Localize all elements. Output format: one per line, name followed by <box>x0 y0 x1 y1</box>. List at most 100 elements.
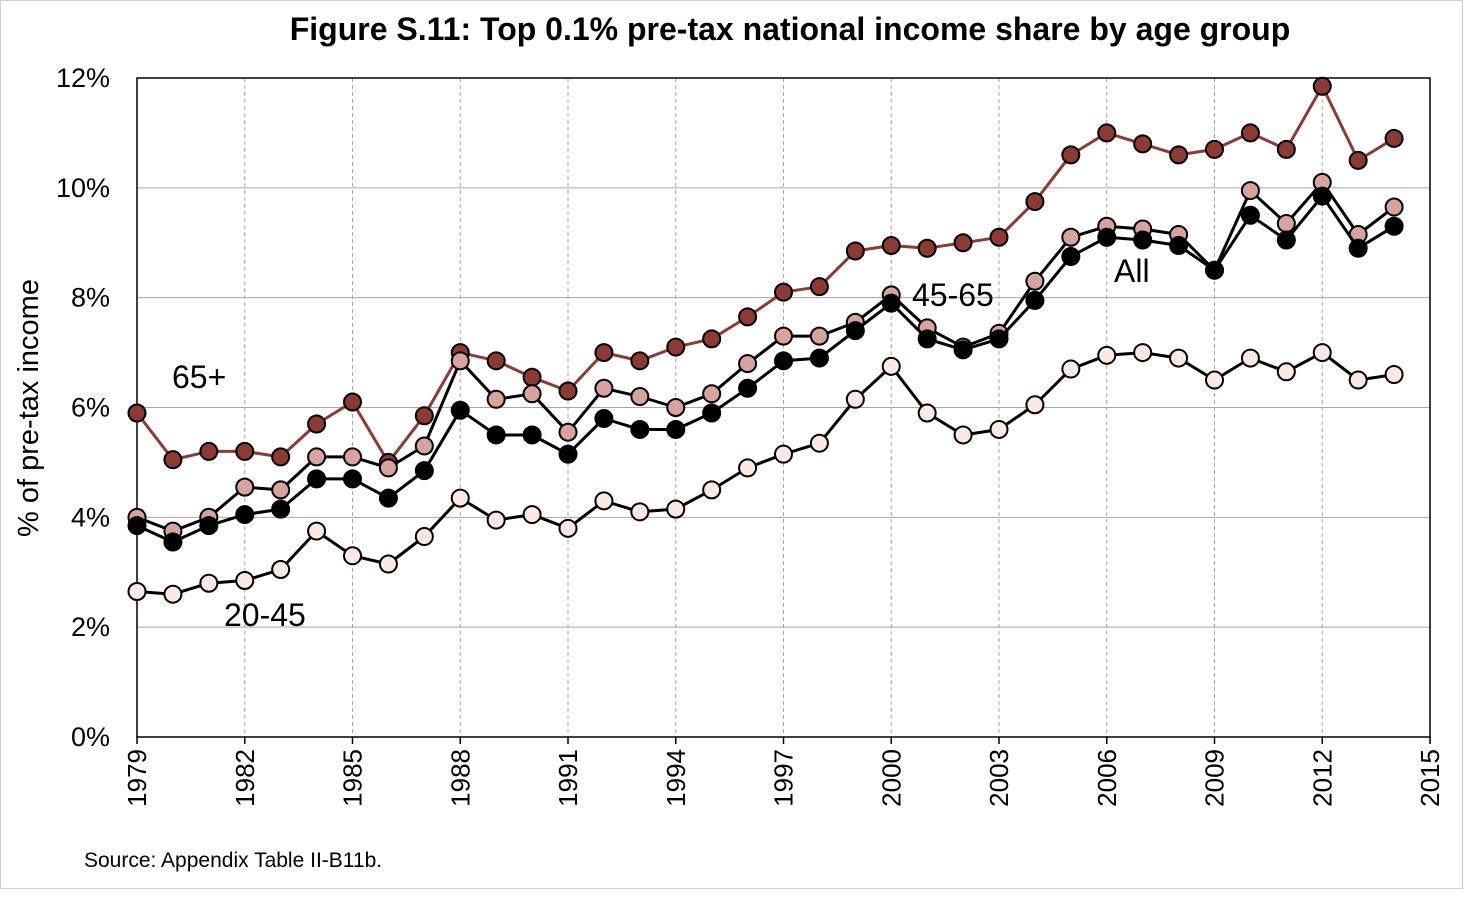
x-tick-label: 1991 <box>553 749 583 807</box>
data-point-45-65 <box>343 447 362 467</box>
y-tick-label: 6% <box>71 393 110 423</box>
data-point-45-65 <box>307 447 327 467</box>
data-point-45-65 <box>809 326 829 346</box>
data-point-65plus <box>738 307 758 327</box>
data-point-20-45 <box>127 581 147 601</box>
data-point-all <box>594 408 614 428</box>
data-point-all <box>953 340 973 360</box>
data-point-65plus <box>1169 145 1189 165</box>
data-point-20-45 <box>953 425 973 445</box>
series-label-all: All <box>1114 253 1150 289</box>
series-line-all <box>136 194 1395 544</box>
y-tick-label: 8% <box>71 283 110 313</box>
x-tick-label: 2006 <box>1092 749 1122 807</box>
data-point-65plus <box>917 238 937 258</box>
data-point-65plus <box>127 403 147 423</box>
data-point-all <box>809 348 829 368</box>
data-point-all <box>163 532 183 552</box>
data-point-65plus <box>522 367 542 387</box>
data-point-all <box>1061 246 1081 266</box>
data-point-65plus <box>809 277 829 297</box>
series-label-20-45: 20-45 <box>224 597 306 633</box>
data-point-20-45 <box>845 389 865 409</box>
y-tick-label: 10% <box>56 173 110 203</box>
data-point-45-65 <box>1276 214 1296 234</box>
data-point-20-45 <box>378 554 398 574</box>
data-point-20-45 <box>343 546 362 566</box>
x-tick-label: 2012 <box>1307 749 1337 807</box>
y-axis-label: % of pre-tax income <box>13 279 45 537</box>
chart-title: Figure S.11: Top 0.1% pre-tax national i… <box>290 11 1291 47</box>
x-tick-label: 2000 <box>876 749 906 807</box>
data-point-20-45 <box>809 433 829 453</box>
data-point-all <box>558 444 578 464</box>
data-point-65plus <box>1061 145 1081 165</box>
data-point-20-45 <box>1240 348 1260 368</box>
data-point-65plus <box>989 227 1009 247</box>
data-point-20-45 <box>1061 359 1081 379</box>
data-point-45-65 <box>774 326 793 346</box>
data-point-20-45 <box>702 480 722 500</box>
data-point-all <box>738 378 758 398</box>
series-layer <box>127 76 1404 604</box>
data-point-65plus <box>1276 139 1296 159</box>
data-point-65plus <box>1205 139 1224 159</box>
source-note: Source: Appendix Table II-B11b. <box>84 849 382 872</box>
data-point-all <box>989 329 1009 349</box>
data-point-65plus <box>845 241 865 261</box>
data-point-65plus <box>486 351 506 371</box>
data-point-all <box>1205 260 1224 280</box>
y-tick-label: 4% <box>71 502 110 532</box>
data-point-20-45 <box>1205 370 1224 390</box>
data-point-45-65 <box>378 458 398 478</box>
data-point-20-45 <box>1133 343 1153 363</box>
x-tick-label: 1988 <box>445 749 475 807</box>
data-point-all <box>378 488 398 508</box>
data-point-45-65 <box>486 389 506 409</box>
data-point-all <box>486 425 506 445</box>
data-point-45-65 <box>522 384 542 404</box>
data-point-20-45 <box>989 419 1009 439</box>
data-point-20-45 <box>486 510 506 530</box>
data-point-65plus <box>199 441 219 461</box>
data-point-45-65 <box>235 477 255 497</box>
data-point-all <box>414 461 434 481</box>
data-point-all <box>1240 205 1260 225</box>
data-point-all <box>1025 290 1045 310</box>
x-tick-label: 2003 <box>984 749 1014 807</box>
y-tick-label: 0% <box>71 722 110 752</box>
data-point-all <box>1097 227 1117 247</box>
data-point-20-45 <box>522 505 542 525</box>
data-point-all <box>666 419 686 439</box>
data-point-65plus <box>163 450 183 470</box>
data-point-all <box>630 419 650 439</box>
data-point-all <box>881 293 901 313</box>
data-point-all <box>774 351 793 371</box>
data-point-all <box>450 400 470 420</box>
data-point-65plus <box>1312 76 1332 96</box>
data-point-all <box>199 516 219 536</box>
data-point-65plus <box>1384 128 1404 148</box>
data-point-45-65 <box>594 378 614 398</box>
data-point-65plus <box>881 235 901 255</box>
data-point-45-65 <box>271 480 291 500</box>
data-point-20-45 <box>414 527 434 547</box>
series-label-65plus: 65+ <box>172 359 226 395</box>
data-point-20-45 <box>558 518 578 538</box>
data-point-65plus <box>307 414 327 434</box>
data-point-all <box>1348 238 1368 258</box>
data-point-all <box>235 505 255 525</box>
x-tick-label: 2009 <box>1200 749 1230 807</box>
x-tick-label: 1985 <box>338 749 368 807</box>
data-point-20-45 <box>271 560 291 580</box>
data-point-all <box>1276 230 1296 250</box>
data-point-all <box>1312 186 1332 206</box>
data-point-65plus <box>774 282 793 302</box>
data-point-65plus <box>1025 192 1045 212</box>
data-point-20-45 <box>1384 365 1404 385</box>
data-point-20-45 <box>917 403 937 423</box>
data-point-20-45 <box>594 491 614 511</box>
data-point-20-45 <box>307 521 327 541</box>
data-point-all <box>343 469 362 489</box>
